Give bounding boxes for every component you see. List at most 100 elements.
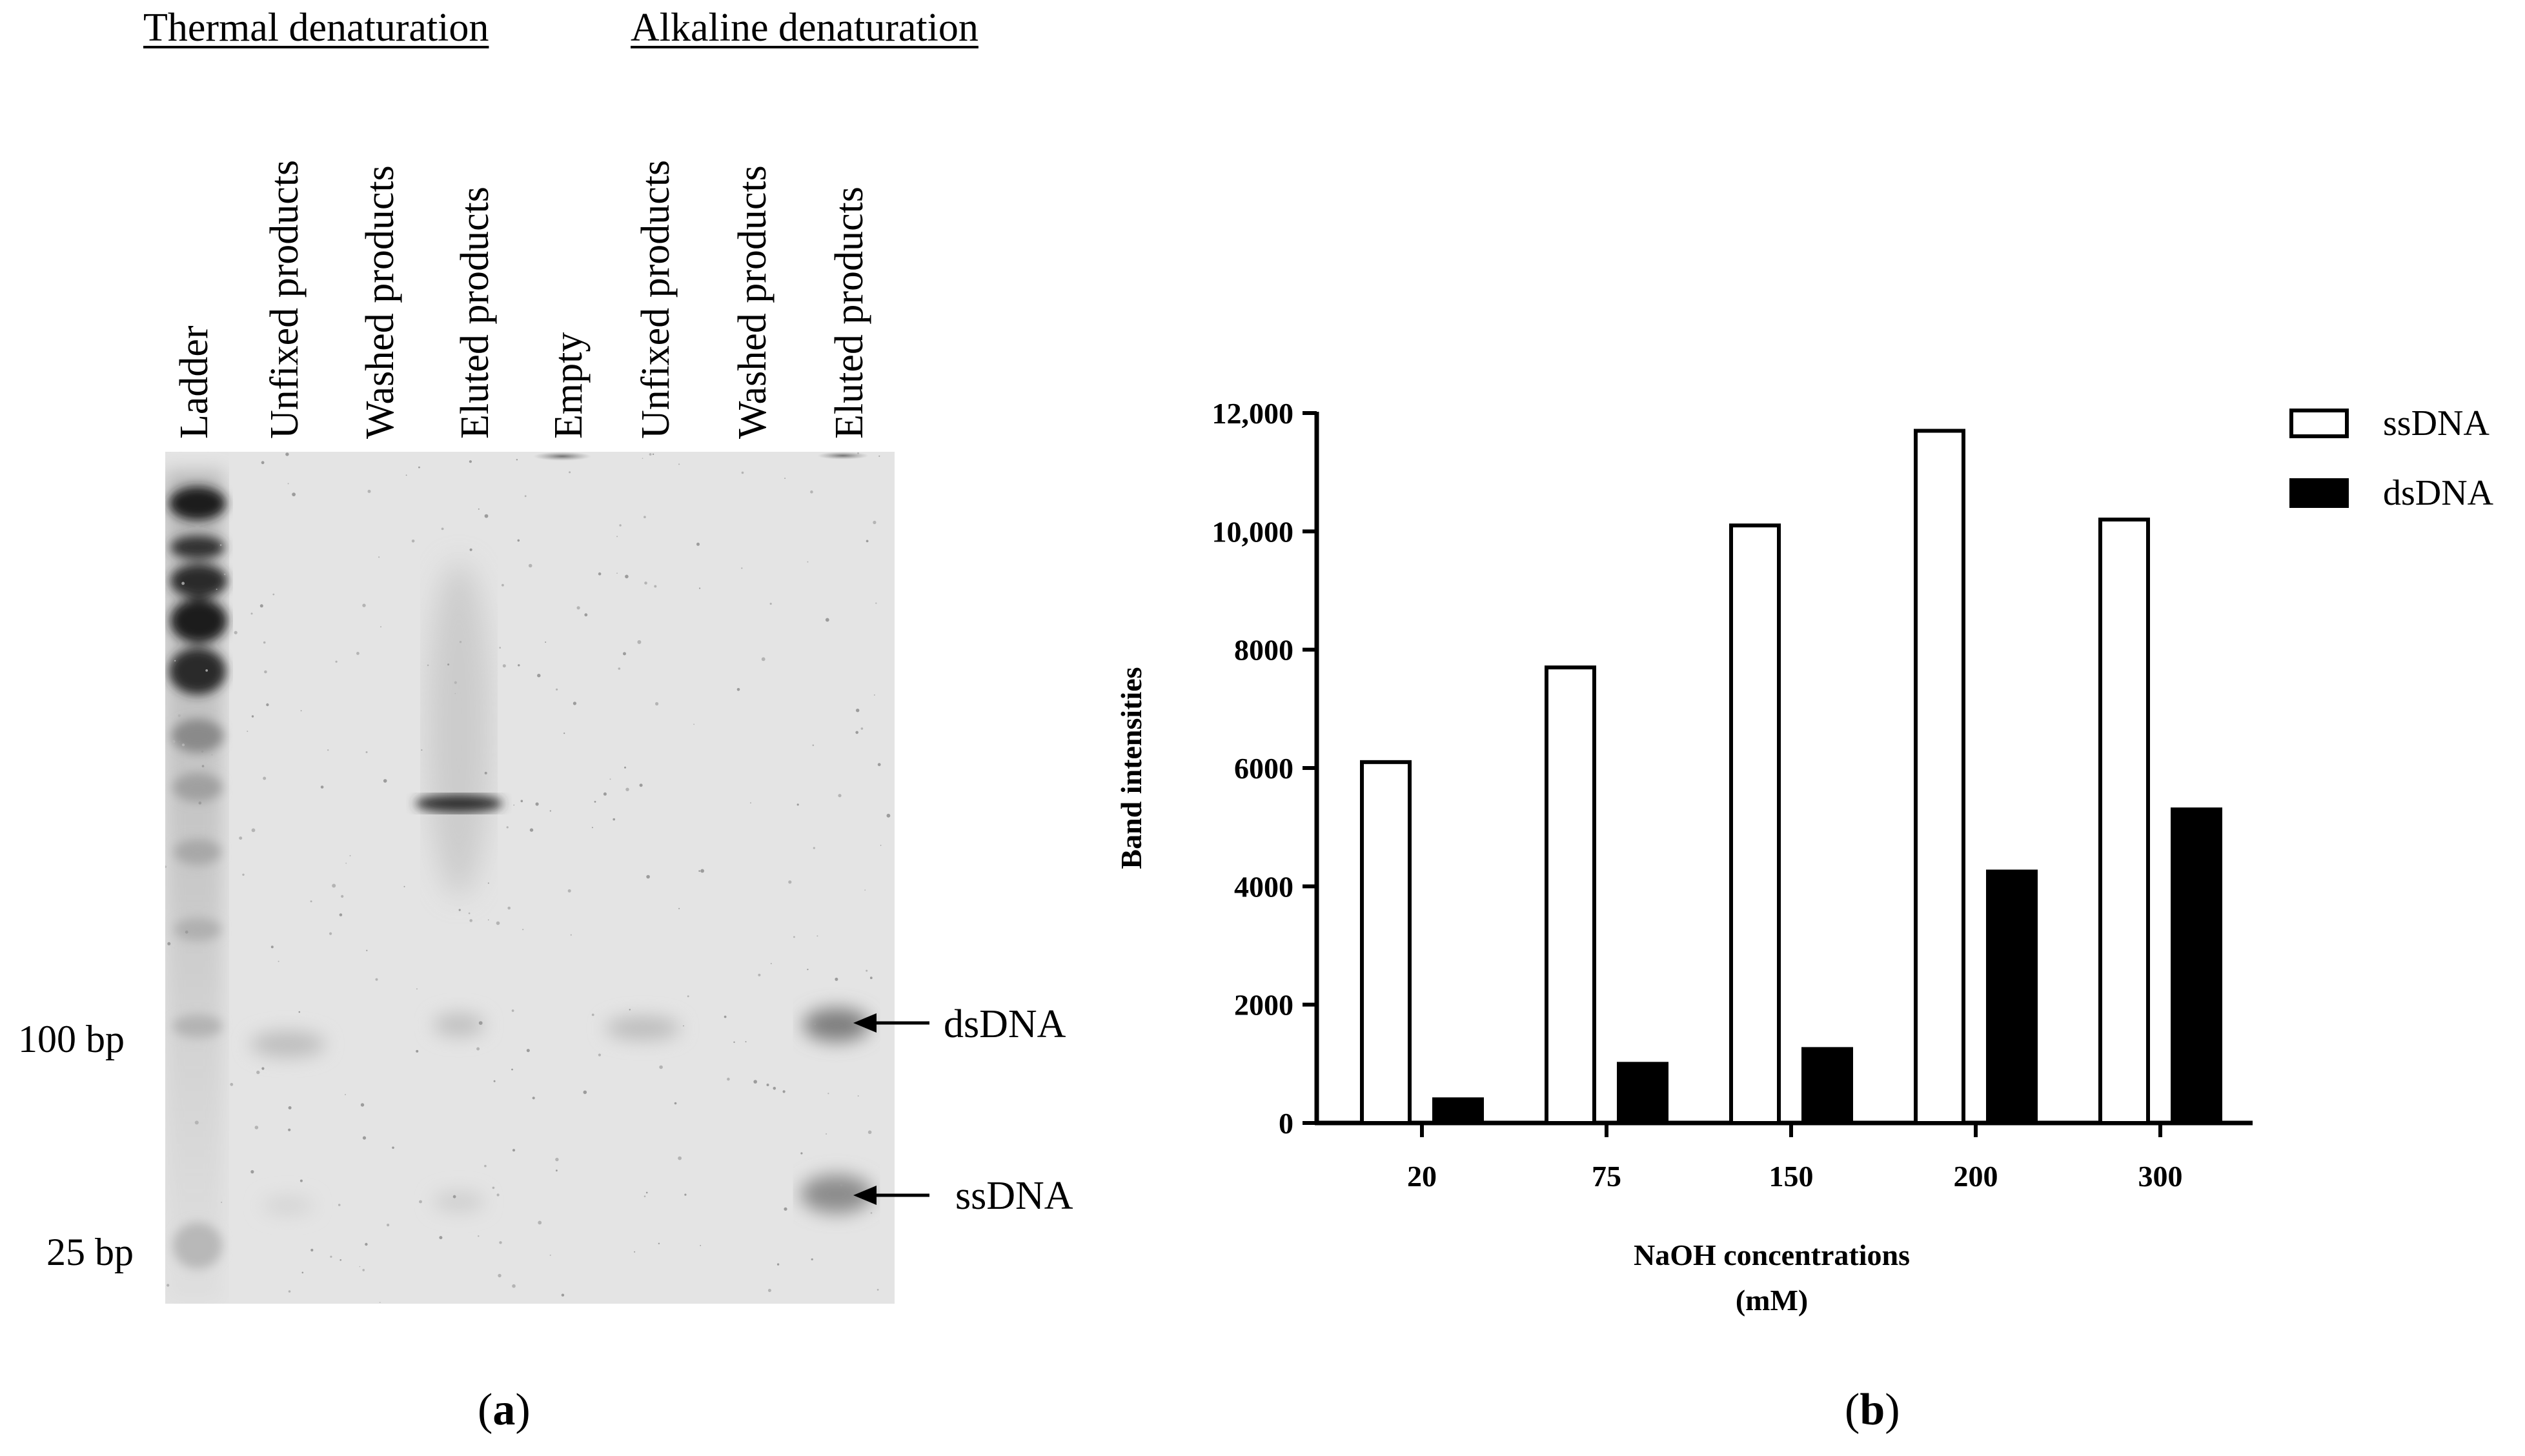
gel-speck [264, 670, 267, 674]
gel-speck [573, 702, 577, 705]
gel-speck [177, 714, 181, 718]
gel-speck [359, 1266, 361, 1268]
gel-speck [529, 828, 534, 832]
gel-speck [174, 660, 176, 662]
gel-speck [816, 935, 818, 937]
gel-speck [769, 602, 772, 605]
gel-speck [867, 1130, 872, 1135]
gel-speck [826, 1133, 827, 1135]
gel-speck [698, 870, 700, 872]
bar-chart: 0 2000 4000 6000 8000 10,000 12,000 20 75 150 200… [1115, 397, 2494, 1317]
gel-speck [678, 907, 680, 909]
gel-speck [185, 930, 188, 934]
gel-speck [857, 1095, 859, 1097]
gel-speck [484, 771, 487, 774]
gel-speck [345, 862, 347, 864]
y-axis: 0 2000 4000 6000 8000 10,000 12,000 [1212, 397, 1319, 1140]
gel-speck [392, 1146, 394, 1149]
gel-speck [165, 865, 167, 868]
x-tick-label: 20 [1407, 1160, 1437, 1193]
gel-speck [674, 1102, 677, 1105]
gel-speck [528, 563, 532, 568]
y-tick-label: 2000 [1234, 989, 1293, 1022]
gel-speck [259, 604, 263, 608]
gel-speck [649, 453, 652, 456]
gel-speck [741, 471, 744, 474]
gel-speck [613, 818, 615, 821]
gel-speck [736, 688, 740, 691]
arrow-label-dsdna: dsDNA [944, 1002, 1066, 1046]
gel-speck [292, 492, 296, 496]
gel-speck [478, 1235, 480, 1237]
x-axis-title: NaOH concentrations [1634, 1239, 1910, 1271]
gel-speck [750, 802, 751, 804]
gel-speck [770, 963, 772, 964]
gel-speck [877, 1289, 879, 1291]
gel-speck [870, 1212, 873, 1214]
gel-speck [659, 1065, 663, 1069]
gel-speck [329, 932, 332, 935]
legend-label-ssdna: ssDNA [2383, 403, 2490, 443]
gel-speck [506, 826, 509, 829]
gel-speck [478, 1021, 483, 1025]
gel-speck [299, 1179, 303, 1182]
gel-speck [365, 1242, 368, 1246]
bar-ssdna-200 [1914, 429, 1965, 1125]
gel-speck [335, 660, 338, 663]
gel-speck [520, 800, 523, 802]
gel-speck [727, 1077, 730, 1081]
y-tick-label: 8000 [1234, 634, 1293, 667]
gel-speck [827, 1093, 829, 1095]
gel-speck [330, 1255, 332, 1258]
gel-speck [594, 800, 596, 803]
gel-speck [502, 583, 504, 587]
gel-speck [492, 1186, 495, 1189]
gel-speck [493, 1080, 496, 1082]
gel-speck [869, 976, 873, 980]
gel-speck [219, 544, 222, 546]
gel-speck [624, 766, 626, 769]
gel-speck [478, 508, 480, 510]
gel-speck [511, 1009, 514, 1012]
gel-speck [362, 603, 366, 607]
faint-bands [250, 1013, 680, 1215]
gel-speck [383, 779, 387, 783]
lane-label-5: Empty [547, 332, 591, 439]
gel-speck [678, 1156, 682, 1160]
gel-speck [310, 900, 312, 903]
gel-speck [447, 663, 450, 666]
gel-speck [287, 483, 289, 485]
gel-speck [700, 1245, 702, 1246]
lane-label-2: Unfixed products [263, 159, 307, 439]
gel-speck [855, 731, 858, 734]
gel-speck [639, 784, 643, 787]
gel-speck [753, 1080, 757, 1084]
gel-speck [278, 960, 279, 962]
gel-speck [405, 474, 407, 476]
gel-speck [263, 776, 267, 780]
gel-speck [496, 921, 500, 925]
gel-speck [216, 640, 218, 642]
gel-speck [459, 641, 462, 643]
gel-speck [356, 652, 360, 655]
gel-speck [498, 1273, 502, 1278]
gel-speck [745, 1041, 747, 1043]
legend-label-dsdna: dsDNA [2383, 473, 2494, 513]
gel-speck [537, 674, 541, 678]
alkaline-eluted-bands [800, 1008, 873, 1213]
legend-swatch-dsdna [2289, 478, 2349, 508]
gel-speck [172, 740, 176, 743]
gel-speck [194, 1120, 199, 1125]
gel-speck [502, 664, 506, 668]
gel-speck [469, 460, 472, 463]
gel-speck [878, 455, 880, 457]
gel-speck [835, 977, 838, 981]
gel-speck [469, 919, 472, 922]
gel-speck [549, 810, 551, 812]
gel-speck [875, 602, 877, 604]
gel-speck [598, 572, 602, 576]
gel-speck [345, 1094, 346, 1095]
bar-dsdna-20 [1432, 1097, 1484, 1126]
gel-speck [499, 647, 501, 649]
gel-speck [873, 694, 875, 696]
